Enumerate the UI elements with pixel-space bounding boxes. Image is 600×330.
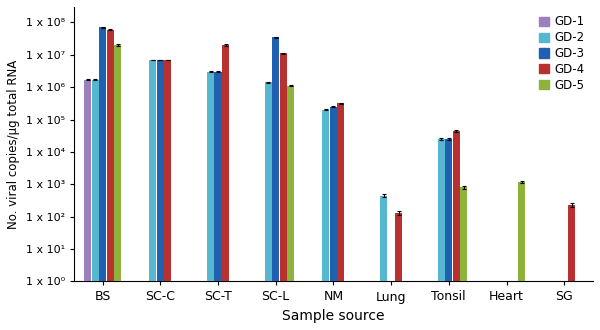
Bar: [330, 107, 337, 330]
Bar: [380, 196, 387, 330]
Bar: [164, 60, 172, 330]
Bar: [149, 60, 157, 330]
Bar: [460, 187, 467, 330]
Legend: GD-1, GD-2, GD-3, GD-4, GD-5: GD-1, GD-2, GD-3, GD-4, GD-5: [537, 13, 587, 94]
Bar: [207, 72, 214, 330]
Bar: [114, 45, 121, 330]
Bar: [214, 72, 221, 330]
Bar: [438, 139, 445, 330]
Bar: [337, 103, 344, 330]
Bar: [322, 110, 329, 330]
Bar: [453, 131, 460, 330]
Y-axis label: No. viral copies/μg total RNA: No. viral copies/μg total RNA: [7, 60, 20, 229]
Bar: [287, 86, 294, 330]
Bar: [265, 82, 272, 330]
Bar: [222, 45, 229, 330]
Bar: [272, 37, 279, 330]
Bar: [84, 80, 91, 330]
Bar: [157, 60, 164, 330]
X-axis label: Sample source: Sample source: [282, 309, 385, 323]
Bar: [445, 139, 452, 330]
Bar: [568, 205, 575, 330]
Bar: [99, 27, 106, 330]
Bar: [395, 213, 402, 330]
Bar: [280, 53, 287, 330]
Bar: [92, 80, 98, 330]
Bar: [107, 30, 113, 330]
Bar: [518, 182, 525, 330]
